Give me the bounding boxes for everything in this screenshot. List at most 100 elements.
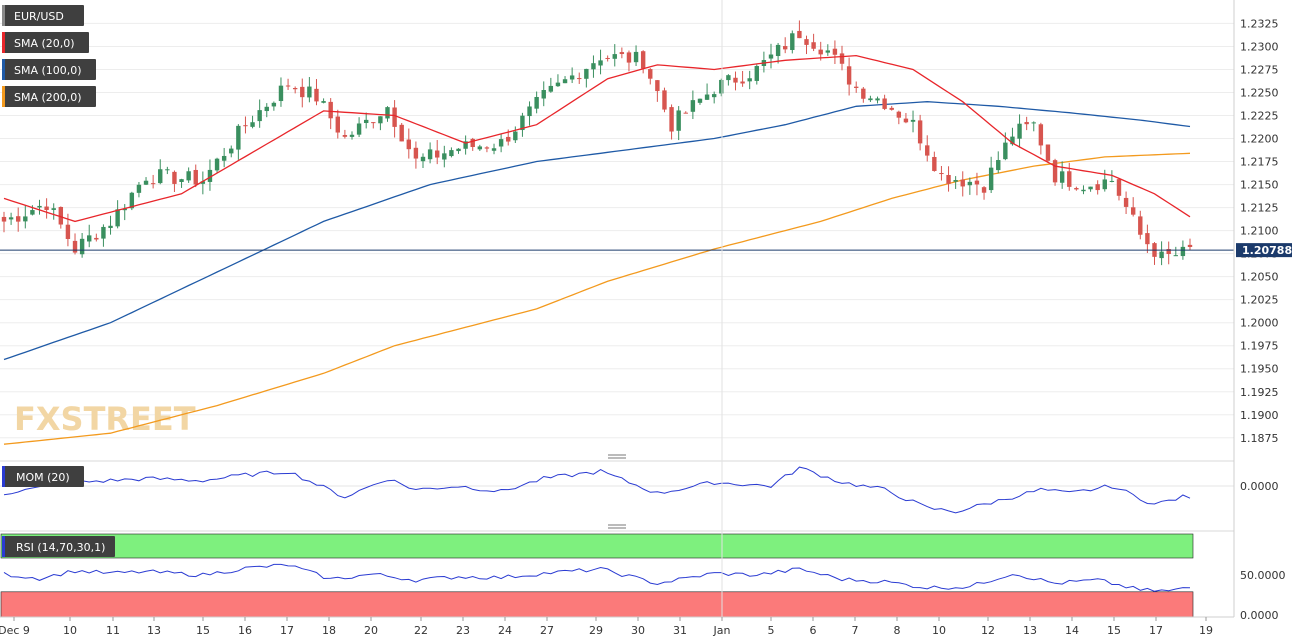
candle	[782, 37, 788, 54]
y-tick-label: 1.2000	[1240, 317, 1279, 330]
candle-body	[555, 82, 561, 87]
candle-body	[1017, 123, 1022, 139]
candle	[804, 35, 809, 55]
candle	[577, 72, 582, 84]
candle-body	[569, 75, 575, 80]
candle-body	[37, 205, 42, 208]
legend-symbol[interactable]: EUR/USD	[2, 5, 84, 26]
candle-body	[577, 78, 582, 80]
candle-body	[541, 90, 546, 99]
candle	[186, 167, 191, 183]
candle	[775, 42, 781, 64]
candle-body	[513, 131, 518, 141]
candle-body	[392, 107, 397, 127]
candle	[697, 98, 703, 105]
candle	[413, 141, 419, 169]
rsi-overbought-zone	[0, 533, 1194, 559]
legend-sma100[interactable]: SMA (100,0)	[2, 59, 96, 80]
candle-body	[87, 235, 92, 242]
candle	[1, 211, 7, 233]
candle-body	[662, 90, 667, 110]
candle	[193, 164, 198, 188]
candle	[250, 115, 255, 129]
legend-sma20-label: SMA (20,0)	[14, 37, 75, 50]
candle-body	[250, 122, 255, 127]
candle-body	[30, 210, 35, 215]
candle-body	[1109, 180, 1115, 182]
candle-body	[1088, 186, 1093, 190]
candle	[889, 105, 894, 111]
candle-body	[619, 52, 625, 55]
candle	[72, 233, 78, 255]
y-tick-label: 1.2225	[1240, 110, 1279, 123]
legend-momentum[interactable]: MOM (20)	[2, 466, 84, 487]
candle-body	[690, 100, 696, 112]
candle	[541, 81, 546, 107]
candle-body	[626, 52, 632, 63]
candle	[51, 203, 56, 220]
legend-sma20[interactable]: SMA (20,0)	[2, 32, 89, 53]
candle-body	[1, 216, 7, 222]
legend-sma200[interactable]: SMA (200,0)	[2, 86, 96, 107]
legend-rsi-label: RSI (14,70,30,1)	[16, 541, 105, 554]
candle-body	[491, 148, 497, 151]
candle	[875, 96, 880, 104]
y-tick-label: 1.2125	[1240, 202, 1279, 215]
candle	[520, 112, 525, 137]
candle-body	[23, 216, 28, 222]
candle-body	[1159, 251, 1164, 259]
candle	[87, 224, 92, 248]
candle-body	[882, 98, 887, 109]
candle-body	[868, 98, 873, 101]
candle	[555, 74, 561, 87]
candle-body	[832, 48, 838, 55]
candle	[1038, 122, 1044, 155]
candle-body	[854, 86, 859, 88]
watermark: FXSTREET	[14, 400, 196, 438]
candle-body	[1095, 184, 1100, 191]
candle	[861, 87, 866, 103]
candle-body	[16, 216, 21, 222]
candle	[221, 147, 227, 168]
time-x-axis: Dec 9 10 11 13 15 16 17 18 20 22 23 24 27 29 30 31 Jan 5 6…	[0, 616, 1234, 637]
rsi-pane: 50.0000 0.0000 RSI (14,70,30,1)	[0, 530, 1286, 622]
candle-body	[818, 49, 823, 55]
candle	[16, 207, 21, 232]
pane-splitter-2[interactable]	[608, 524, 626, 529]
candle-body	[172, 171, 177, 184]
candle	[846, 57, 852, 96]
candle-body	[8, 217, 14, 220]
candle	[1095, 180, 1100, 195]
y-tick-label: 1.1900	[1240, 409, 1279, 422]
y-tick-label: 1.2275	[1240, 63, 1279, 76]
price-pane-bg	[0, 0, 1234, 453]
candle	[122, 204, 127, 221]
legend-rsi[interactable]: RSI (14,70,30,1)	[2, 536, 115, 557]
candle-body	[861, 88, 866, 99]
candle-body	[917, 120, 923, 144]
candle	[925, 135, 930, 162]
candle	[1088, 186, 1093, 192]
candle	[30, 205, 35, 216]
candle-body	[463, 141, 468, 149]
candle	[1074, 186, 1079, 191]
candle	[960, 171, 965, 197]
candle	[371, 122, 376, 129]
pane-splitter-1[interactable]	[608, 454, 626, 459]
candle-body	[236, 125, 241, 150]
x-tick-label: 10	[932, 624, 946, 637]
candle	[314, 79, 319, 106]
candle	[569, 67, 575, 84]
candle-body	[1074, 188, 1079, 190]
candle	[456, 148, 461, 154]
candle-body	[385, 107, 390, 119]
candle	[854, 81, 859, 93]
candle-body	[1187, 244, 1193, 247]
candle-body	[1166, 249, 1171, 255]
candle	[307, 77, 312, 103]
candle	[584, 68, 589, 88]
candle	[704, 83, 710, 100]
candle-body	[101, 226, 106, 239]
candle	[527, 101, 532, 126]
x-tick-label: 16	[238, 624, 252, 637]
